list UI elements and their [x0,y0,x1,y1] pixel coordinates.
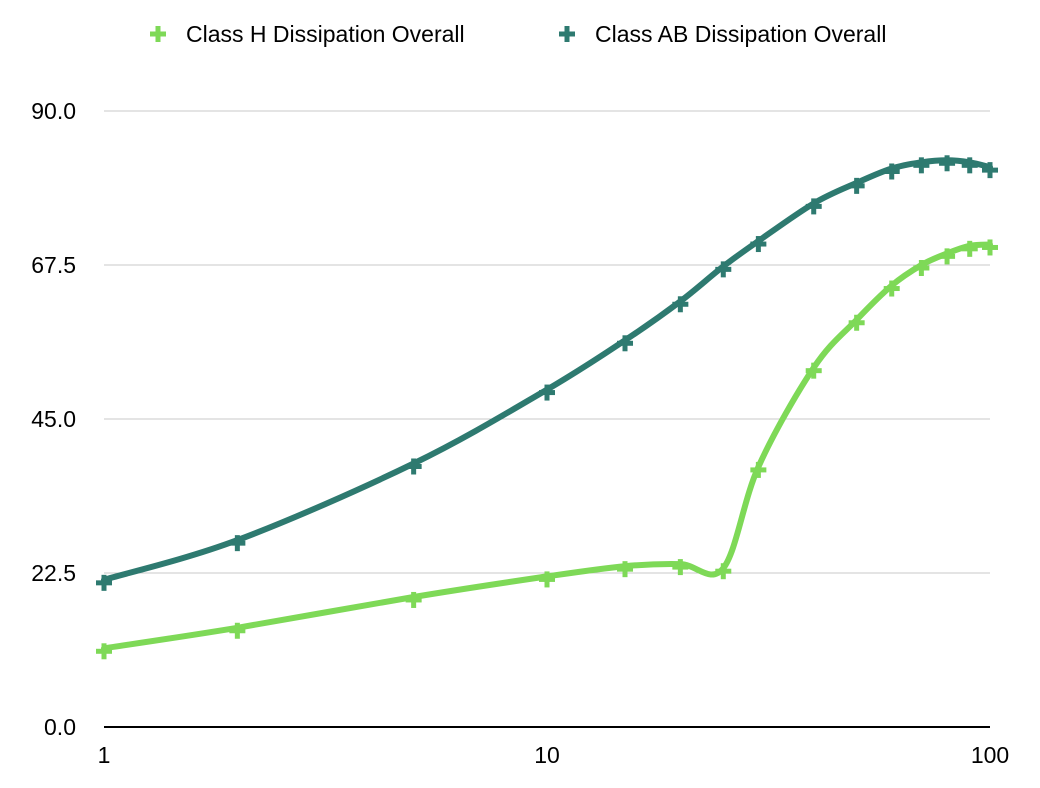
class-h-data-point [961,240,978,257]
plus-marker-v [234,535,240,552]
class-ab-data-point [913,157,930,174]
plus-marker-v [755,461,761,478]
class-ab-data-point [715,261,732,278]
plus-marker-v [967,157,973,174]
class-ab-data-point [405,458,422,475]
class-h-data-point [405,591,422,608]
y-tick-label: 0.0 [44,714,76,740]
plus-marker-v [622,561,628,578]
plus-marker-v [889,280,895,297]
class-ab-data-point [848,177,865,194]
class-h-data-point [617,561,634,578]
plus-marker-v [720,261,726,278]
class-h-legend-label: Class H Dissipation Overall [186,21,465,47]
plus-marker-v [811,362,817,379]
class-ab-legend-label: Class AB Dissipation Overall [595,21,886,47]
class-ab-data-point [982,162,998,179]
class-ab-data-point [617,335,634,352]
class-h-data-point [939,248,956,265]
series-layer [96,155,998,660]
y-tick-label: 67.5 [31,252,76,278]
plus-marker-v [854,314,860,331]
axes: 0.0 22.5 45.0 67.5 90.0 1 10 100 [31,98,1009,768]
class-h-series-line [101,241,993,652]
class-h-data-point [750,461,767,478]
plus-marker-v [987,239,993,256]
class-h-data-point [672,559,689,576]
class-ab-data-point [939,155,956,172]
x-tick-label: 1 [98,742,111,768]
class-ab-series-line [101,157,993,583]
plus-marker-v [677,559,683,576]
plus-marker-v [411,591,417,608]
plus-marker-v [720,563,726,580]
y-tick-label: 22.5 [31,560,76,586]
plus-marker-v [544,384,550,401]
plus-marker-v [234,622,240,639]
class-ab-data-point [961,157,978,174]
class-ab-legend-marker [559,26,575,42]
class-h-data-point [883,280,900,297]
class-ab-data-point [750,236,767,253]
class-ab-data-point [672,296,689,313]
class-ab-data-point [96,574,112,591]
plus-marker-v [755,236,761,253]
class-h-data-point [539,571,555,588]
plus-marker-v [811,198,817,215]
plus-marker-v [622,335,628,352]
plus-marker-v [918,260,924,276]
plus-marker-v [854,177,860,194]
class-ab-data-point [539,384,555,401]
plus-marker-v [918,157,924,174]
plus-marker-v [944,155,950,172]
y-tick-label: 90.0 [31,98,76,124]
class-h-data-point [982,239,998,256]
class-h-data-point [229,622,246,639]
plus-marker-v [411,458,417,475]
y-tick-label: 45.0 [31,406,76,432]
plus-marker-v [101,643,107,660]
class-ab-data-point [229,535,246,552]
plus-marker-v [101,574,107,591]
class-ab-data-point [805,198,822,215]
x-tick-label: 100 [971,742,1009,768]
class-h-data-point [805,362,822,379]
plus-marker-v [155,26,161,42]
plus-marker-v [944,248,950,265]
legend: Class H Dissipation Overall Class AB Diss… [150,21,886,47]
class-h-legend-marker [150,26,166,42]
plus-marker-v [564,26,570,42]
plus-marker-v [544,571,550,588]
plus-marker-v [987,162,993,179]
plus-marker-v [889,163,895,180]
plus-marker-v [677,296,683,313]
class-h-data-point [913,260,930,276]
class-h-data-point [715,563,732,580]
plus-marker-v [967,240,973,257]
class-ab-data-point [883,163,900,180]
class-h-data-point [848,314,865,331]
x-tick-label: 10 [534,742,560,768]
class-h-data-point [96,643,112,660]
